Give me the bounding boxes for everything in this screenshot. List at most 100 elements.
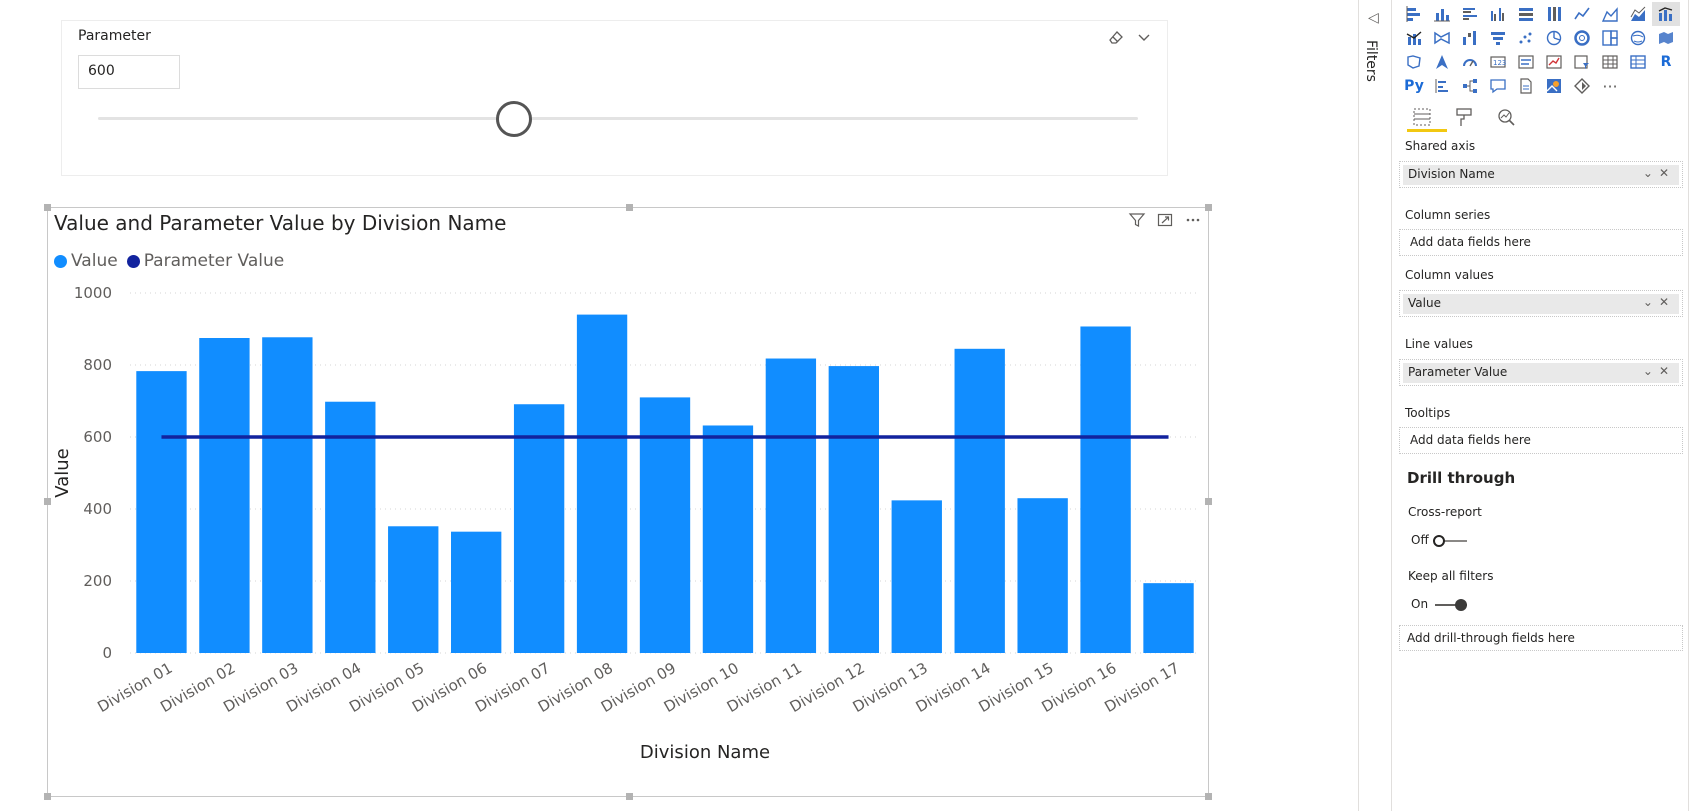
legend-label-value: Value <box>71 251 118 271</box>
filters-label[interactable]: Filters <box>1363 40 1379 82</box>
focus-mode-icon[interactable] <box>1156 211 1174 229</box>
resize-handle[interactable] <box>626 793 633 800</box>
slicer-icon[interactable] <box>1568 50 1596 74</box>
stacked-area-chart-icon[interactable] <box>1624 2 1652 26</box>
well-column-series[interactable]: Add data fields here <box>1399 229 1683 256</box>
bar[interactable] <box>828 366 879 653</box>
keep-filters-toggle[interactable] <box>1435 604 1467 606</box>
cross-report-toggle[interactable] <box>1435 540 1467 542</box>
bar[interactable] <box>513 404 565 653</box>
stacked-column-chart-icon[interactable] <box>1428 2 1456 26</box>
decomposition-tree-icon[interactable] <box>1456 74 1484 98</box>
bar[interactable] <box>1143 583 1194 653</box>
analytics-icon <box>1498 109 1515 126</box>
azure-map-icon[interactable] <box>1428 50 1456 74</box>
filter-icon[interactable] <box>1128 211 1146 229</box>
matrix-icon[interactable] <box>1624 50 1652 74</box>
shape-map-icon[interactable] <box>1400 50 1428 74</box>
py-icon-label: Py <box>1404 78 1424 94</box>
resize-handle[interactable] <box>1205 793 1212 800</box>
drill-through-well[interactable]: Add drill-through fields here <box>1399 625 1683 651</box>
cross-report-toggle-knob[interactable] <box>1433 535 1445 547</box>
map-icon[interactable] <box>1624 26 1652 50</box>
bar[interactable] <box>262 337 313 653</box>
bar[interactable] <box>891 500 942 653</box>
funnel-chart-icon[interactable] <box>1484 26 1512 50</box>
legend-item-parameter-value[interactable]: Parameter Value <box>126 251 284 271</box>
eraser-icon[interactable] <box>1107 28 1125 46</box>
parameter-value-input[interactable]: 600 <box>78 55 180 89</box>
r-script-visual-icon[interactable]: R <box>1652 50 1680 74</box>
area-chart-icon[interactable] <box>1596 2 1624 26</box>
ribbon-chart-icon[interactable] <box>1428 26 1456 50</box>
resize-handle[interactable] <box>1205 204 1212 211</box>
legend-item-value[interactable]: Value <box>54 251 118 271</box>
gauge-icon[interactable] <box>1456 50 1484 74</box>
resize-handle[interactable] <box>44 793 51 800</box>
filled-map-icon[interactable] <box>1652 26 1680 50</box>
resize-handle[interactable] <box>44 498 51 505</box>
analytics-tab[interactable] <box>1491 102 1521 132</box>
donut-chart-icon[interactable] <box>1568 26 1596 50</box>
slider-thumb[interactable] <box>496 101 532 137</box>
more-visuals-icon[interactable]: ··· <box>1596 74 1624 98</box>
chevron-down-icon[interactable] <box>1135 28 1153 46</box>
100-stacked-column-chart-icon[interactable] <box>1540 2 1568 26</box>
bar[interactable] <box>576 314 628 653</box>
bar[interactable] <box>639 397 691 653</box>
kpi-icon[interactable] <box>1540 50 1568 74</box>
bar[interactable] <box>388 526 439 653</box>
field-pill-division-name[interactable]: Division Name ⌄✕ <box>1403 165 1679 185</box>
more-options-icon[interactable] <box>1184 211 1202 229</box>
pie-chart-icon[interactable] <box>1540 26 1568 50</box>
combo-chart-visual[interactable]: 0 200 400 600 800 1000 Division 01 Division 02 D… <box>44 204 1212 800</box>
100-stacked-bar-chart-icon[interactable] <box>1512 2 1540 26</box>
expand-arrow-icon[interactable]: ◁ <box>1368 10 1379 26</box>
bar[interactable] <box>136 371 187 653</box>
bar[interactable] <box>954 348 1005 653</box>
key-influencers-icon[interactable] <box>1428 74 1456 98</box>
python-visual-icon[interactable]: Py <box>1400 74 1428 98</box>
pill-controls[interactable]: ⌄✕ <box>1642 166 1675 180</box>
bar[interactable] <box>765 358 817 653</box>
resize-handle[interactable] <box>44 204 51 211</box>
resize-handle[interactable] <box>1205 498 1212 505</box>
pill-controls[interactable]: ⌄✕ <box>1642 295 1675 309</box>
bar[interactable] <box>325 401 376 653</box>
arcgis-map-icon[interactable] <box>1540 74 1568 98</box>
format-tab[interactable] <box>1449 102 1479 132</box>
well-column-values[interactable]: Value ⌄✕ <box>1399 290 1683 317</box>
qna-icon[interactable] <box>1484 74 1512 98</box>
power-apps-icon[interactable] <box>1568 74 1596 98</box>
line-and-stacked-column-chart-icon[interactable] <box>1400 26 1428 50</box>
slider-track[interactable] <box>98 117 1138 120</box>
line-and-clustered-column-chart-icon[interactable] <box>1652 2 1680 26</box>
keep-filters-toggle-knob[interactable] <box>1455 599 1467 611</box>
bar[interactable] <box>1080 326 1131 653</box>
pill-controls[interactable]: ⌄✕ <box>1642 364 1675 378</box>
paginated-report-icon[interactable] <box>1512 74 1540 98</box>
resize-handle[interactable] <box>626 204 633 211</box>
stacked-bar-chart-icon[interactable] <box>1400 2 1428 26</box>
well-shared-axis[interactable]: Division Name ⌄✕ <box>1399 161 1683 188</box>
clustered-column-chart-icon[interactable] <box>1484 2 1512 26</box>
field-pill-parameter-value[interactable]: Parameter Value ⌄✕ <box>1403 363 1679 383</box>
table-icon[interactable] <box>1596 50 1624 74</box>
card-icon[interactable]: 123 <box>1484 50 1512 74</box>
well-line-values[interactable]: Parameter Value ⌄✕ <box>1399 359 1683 386</box>
bar[interactable] <box>1017 498 1068 653</box>
multi-row-card-icon[interactable] <box>1512 50 1540 74</box>
slicer-title: Parameter <box>78 28 151 44</box>
line-chart-icon[interactable] <box>1568 2 1596 26</box>
clustered-bar-chart-icon[interactable] <box>1456 2 1484 26</box>
bar[interactable] <box>199 338 250 653</box>
well-tooltips[interactable]: Add data fields here <box>1399 427 1683 454</box>
waterfall-chart-icon[interactable] <box>1456 26 1484 50</box>
fields-tab[interactable] <box>1407 102 1437 132</box>
bar[interactable] <box>702 425 754 653</box>
filters-pane[interactable]: ◁ Filters <box>1359 0 1392 811</box>
field-pill-value[interactable]: Value ⌄✕ <box>1403 294 1679 314</box>
bar[interactable] <box>451 531 502 653</box>
scatter-chart-icon[interactable] <box>1512 26 1540 50</box>
treemap-icon[interactable] <box>1596 26 1624 50</box>
